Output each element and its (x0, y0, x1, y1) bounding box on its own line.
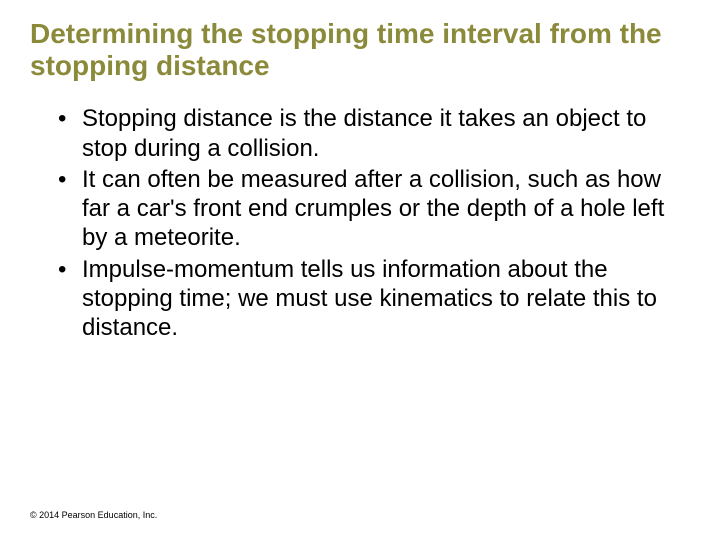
list-item: It can often be measured after a collisi… (58, 165, 690, 253)
copyright-footer: © 2014 Pearson Education, Inc. (30, 510, 157, 520)
bullet-list: Stopping distance is the distance it tak… (30, 104, 690, 342)
slide-title: Determining the stopping time interval f… (30, 18, 690, 82)
list-item: Impulse-momentum tells us information ab… (58, 255, 690, 343)
list-item: Stopping distance is the distance it tak… (58, 104, 690, 163)
